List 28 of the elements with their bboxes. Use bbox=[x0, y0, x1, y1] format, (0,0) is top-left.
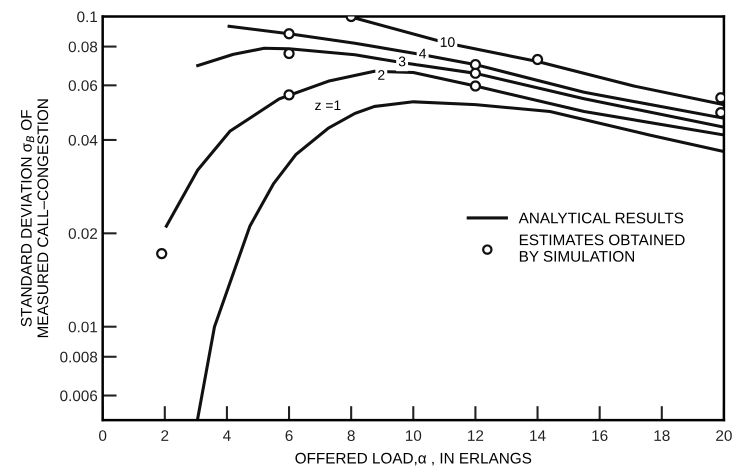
y-tick-label: 0.08 bbox=[68, 41, 98, 52]
y-axis-title: STANDARD DEVIATION σ$_{B}$ OF MEASURED CALL–CONGESTION bbox=[20, 99, 48, 338]
y-tick-label: 0.06 bbox=[68, 80, 98, 92]
y-tick-label: 0.04 bbox=[68, 134, 98, 146]
annotation: 3 bbox=[398, 56, 406, 66]
annotation: z =1 bbox=[315, 100, 341, 110]
x-tick-label: 8 bbox=[348, 430, 355, 442]
x-tick-label: 10 bbox=[406, 430, 422, 442]
x-tick-label: 6 bbox=[286, 430, 293, 442]
x-tick-label: 20 bbox=[716, 430, 732, 442]
y-tick-label: 0.01 bbox=[68, 322, 98, 332]
x-tick-label: 12 bbox=[468, 430, 484, 441]
x-tick-label: 14 bbox=[530, 430, 546, 441]
legend-label: ANALYTICAL RESULTS bbox=[518, 212, 684, 224]
x-axis-title: OFFERED LOAD,α , IN ERLANGS bbox=[295, 452, 532, 466]
x-tick-label: 16 bbox=[592, 430, 608, 442]
y-tick-label: 0.1 bbox=[77, 11, 98, 22]
y-tick-label: 0.008 bbox=[60, 352, 98, 362]
annotation: 2 bbox=[378, 70, 384, 80]
x-tick-label: 2 bbox=[161, 430, 168, 441]
y-tick-label: 0.006 bbox=[60, 390, 98, 402]
y-tick-label: 0.02 bbox=[68, 228, 98, 240]
x-tick-label: 4 bbox=[223, 430, 231, 441]
x-tick-label: 0 bbox=[99, 430, 106, 442]
annotation: 10 bbox=[440, 37, 455, 47]
x-tick-label: 18 bbox=[654, 430, 670, 442]
annotation: 4 bbox=[419, 48, 426, 58]
legend-label: ESTIMATES OBTAINED BY SIMULATION bbox=[520, 234, 685, 262]
